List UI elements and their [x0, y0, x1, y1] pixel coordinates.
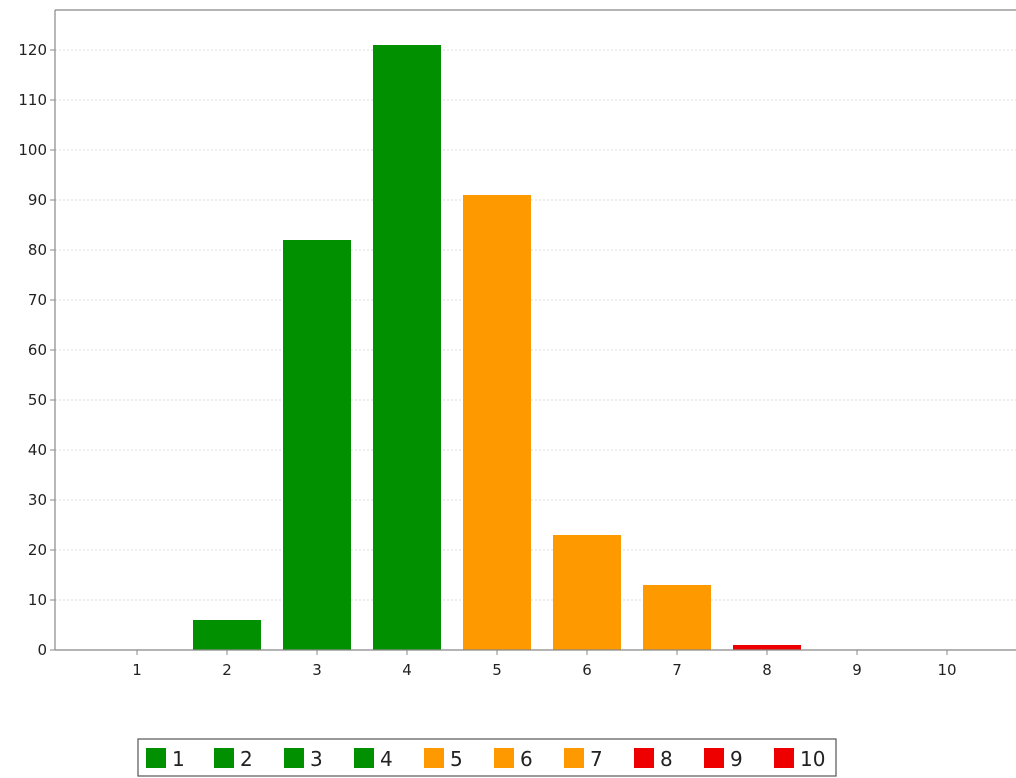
x-tick-label-2: 2: [222, 661, 232, 679]
legend-swatch-4: [354, 748, 374, 768]
x-tick-label-4: 4: [402, 661, 412, 679]
legend-label-3: 3: [310, 747, 323, 771]
bar-6: [553, 535, 621, 650]
bar-7: [643, 585, 711, 650]
y-axis-ticks: 0 10 20 30 40 50 60 70 80 90 100 110 120: [18, 41, 55, 659]
y-tick-label-5: 50: [28, 391, 47, 409]
x-tick-label-5: 5: [492, 661, 502, 679]
legend-swatch-1: [146, 748, 166, 768]
y-tick-label-7: 70: [28, 291, 47, 309]
y-tick-label-3: 30: [28, 491, 47, 509]
y-tick-label-6: 60: [28, 341, 47, 359]
bar-4: [373, 45, 441, 650]
y-tick-label-2: 20: [28, 541, 47, 559]
y-tick-label-8: 80: [28, 241, 47, 259]
legend-label-4: 4: [380, 747, 393, 771]
x-tick-label-8: 8: [762, 661, 772, 679]
x-tick-label-7: 7: [672, 661, 682, 679]
gridlines: [55, 49, 1016, 601]
plot-area: [55, 10, 1016, 650]
bar-8: [733, 645, 801, 650]
bar-5: [463, 195, 531, 650]
bar-3: [283, 240, 351, 650]
y-tick-label-11: 110: [18, 91, 47, 109]
legend-swatch-9: [704, 748, 724, 768]
x-tick-label-6: 6: [582, 661, 592, 679]
legend-label-7: 7: [590, 747, 603, 771]
y-tick-label-4: 40: [28, 441, 47, 459]
x-tick-label-3: 3: [312, 661, 322, 679]
legend-items: 1 2 3 4 5 6 7 8 9 10: [146, 747, 825, 771]
legend-label-2: 2: [240, 747, 253, 771]
x-tick-label-10: 10: [937, 661, 956, 679]
legend-swatch-2: [214, 748, 234, 768]
legend-swatch-7: [564, 748, 584, 768]
legend-swatch-6: [494, 748, 514, 768]
legend-label-8: 8: [660, 747, 673, 771]
y-tick-label-12: 120: [18, 41, 47, 59]
y-tick-label-9: 90: [28, 191, 47, 209]
legend: 1 2 3 4 5 6 7 8 9 10: [137, 738, 837, 777]
x-tick-label-1: 1: [132, 661, 142, 679]
x-axis-ticks: 1 2 3 4 5 6 7 8 9 10: [132, 650, 957, 679]
bars: [193, 45, 801, 650]
legend-swatch-5: [424, 748, 444, 768]
legend-swatch-10: [774, 748, 794, 768]
legend-swatch-3: [284, 748, 304, 768]
legend-label-5: 5: [450, 747, 463, 771]
y-tick-label-10: 100: [18, 141, 47, 159]
legend-label-6: 6: [520, 747, 533, 771]
legend-label-1: 1: [172, 747, 185, 771]
legend-label-9: 9: [730, 747, 743, 771]
bar-2: [193, 620, 261, 650]
x-tick-label-9: 9: [852, 661, 862, 679]
y-tick-label-0: 0: [37, 641, 47, 659]
legend-swatch-8: [634, 748, 654, 768]
legend-label-10: 10: [800, 747, 825, 771]
y-tick-label-1: 10: [28, 591, 47, 609]
